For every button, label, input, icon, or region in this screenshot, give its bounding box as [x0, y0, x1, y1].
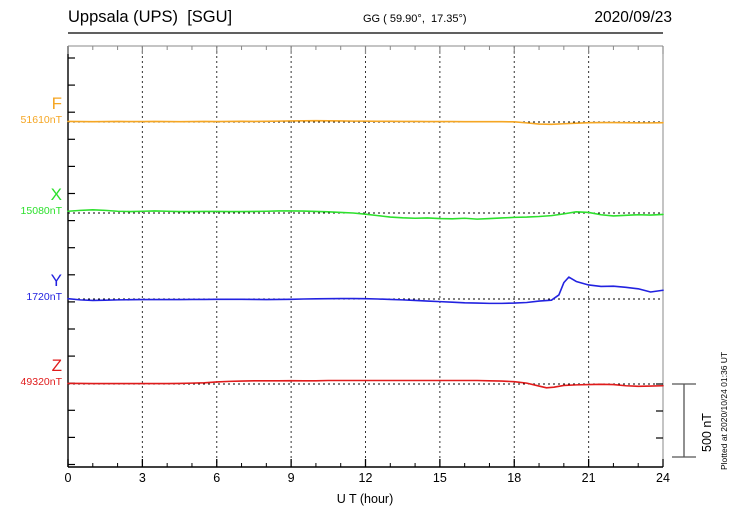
x-tick-label: 21 — [581, 471, 596, 485]
component-name-y: Y — [50, 271, 62, 290]
x-tick-label: 18 — [507, 471, 522, 485]
component-label-z: Z 49320nT — [0, 357, 62, 388]
component-label-x: X 15080nT — [0, 186, 62, 217]
trace-f — [67, 119, 664, 126]
baselines — [68, 121, 663, 385]
component-name-f: F — [51, 94, 62, 113]
component-baseline-f: 51610nT — [20, 114, 62, 126]
observation-date: 2020/09/23 — [594, 9, 672, 26]
component-name-x: X — [50, 185, 62, 204]
trace-x — [67, 208, 664, 220]
page-title: Uppsala (UPS) [SGU] — [68, 8, 233, 26]
x-tick-label: 12 — [358, 471, 373, 485]
x-tick-label: 0 — [64, 471, 72, 485]
component-baseline-y: 1720nT — [26, 291, 62, 303]
scale-bar-label: 500 nT — [700, 413, 714, 452]
plot-axes — [67, 45, 664, 468]
component-baseline-x: 15080nT — [20, 205, 62, 217]
grid-lines — [141, 46, 590, 467]
trace-y — [67, 276, 664, 305]
trace-z — [67, 379, 664, 389]
x-tick-label: 24 — [656, 471, 670, 485]
x-tick-label: 15 — [432, 471, 447, 485]
x-tick-label: 6 — [213, 471, 221, 485]
data-traces — [67, 119, 664, 389]
component-baseline-z: 49320nT — [20, 376, 62, 388]
x-tick-label: 3 — [138, 471, 146, 485]
x-tick-label: 9 — [287, 471, 295, 485]
geographic-coordinates: GG ( 59.90°, 17.35°) — [363, 13, 467, 25]
scale-bar — [672, 383, 696, 458]
chart-header: Uppsala (UPS) [SGU] GG ( 59.90°, 17.35°)… — [0, 8, 730, 36]
component-label-y: Y 1720nT — [0, 272, 62, 303]
component-name-z: Z — [51, 356, 62, 375]
plotted-timestamp: Plotted at 2020/10/24 01:36 UT — [719, 351, 729, 470]
component-label-f: F 51610nT — [0, 95, 62, 126]
